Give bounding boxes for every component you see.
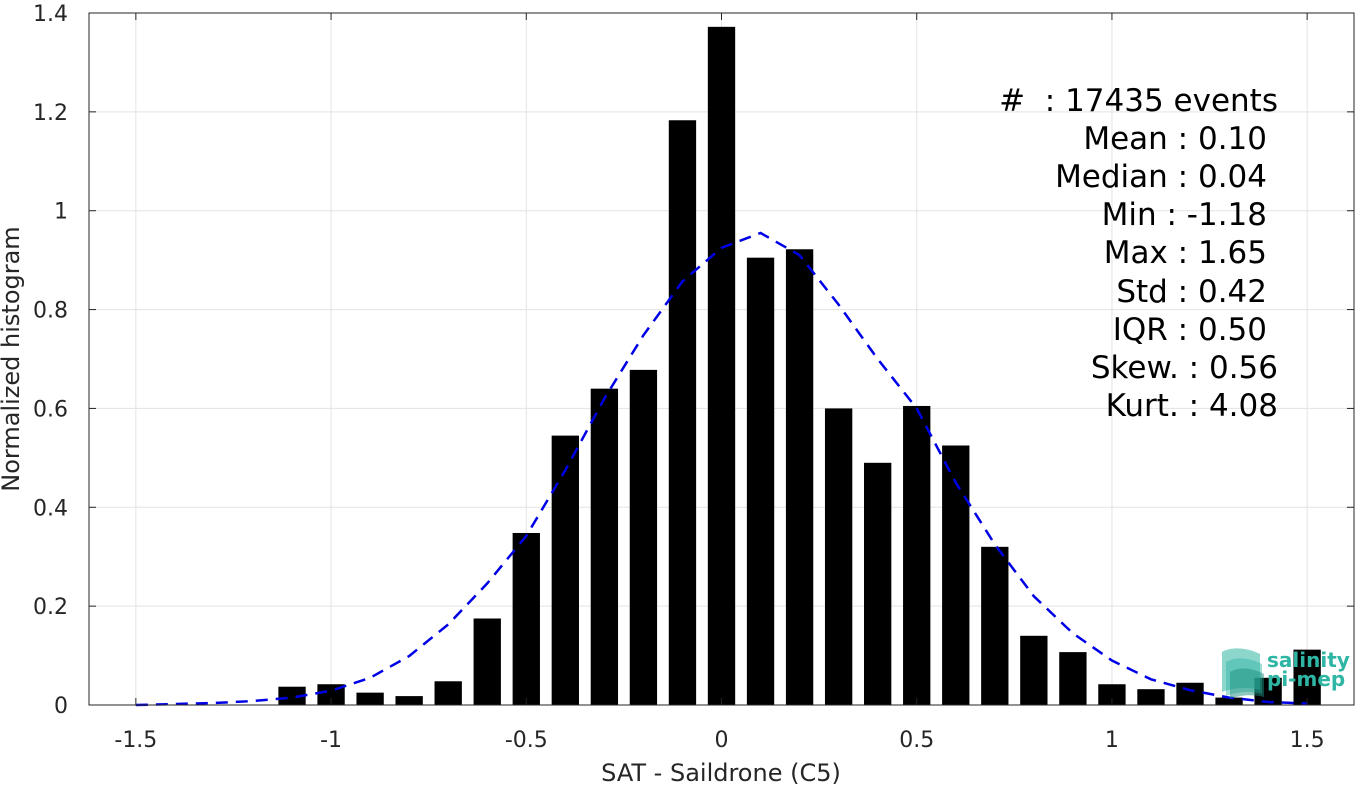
histogram-bar [1176, 682, 1204, 705]
histogram-bar [785, 249, 814, 706]
x-tick-label: 1 [1105, 728, 1119, 753]
x-tick-label: 0 [715, 728, 729, 753]
y-tick-label: 0.8 [33, 299, 68, 324]
histogram-bar [629, 369, 658, 705]
histogram-bar [864, 462, 892, 705]
histogram-bar [668, 120, 697, 705]
gaussian-fit-curve [135, 231, 1308, 707]
histogram-bar [434, 681, 462, 705]
stat-mean: Mean : 0.10 [1083, 121, 1267, 157]
histogram-bar [981, 546, 1009, 705]
histogram-bar [1098, 684, 1126, 705]
wave-icon [1222, 648, 1264, 699]
stat-iqr: IQR : 0.50 [1113, 312, 1267, 348]
x-tick-label: -1 [320, 728, 342, 753]
histogram-bar [590, 388, 619, 705]
y-tick-label: 0 [54, 694, 68, 719]
histogram-bar [395, 696, 423, 705]
y-tick-label: 0.2 [33, 595, 68, 620]
stat-skew: Skew. : 0.56 [1091, 350, 1278, 386]
x-tick-label: -0.5 [505, 728, 548, 753]
stat-min: Min : -1.18 [1102, 197, 1267, 233]
x-axis-title: SAT - Saildrone (C5) [601, 759, 841, 785]
x-tick-labels: -1.5 -1 -0.5 0 0.5 1 1.5 [114, 728, 1324, 753]
stat-events: # : 17435 events [999, 83, 1278, 119]
histogram-bar [473, 618, 501, 705]
statistics-box: # : 17435 events Mean : 0.10 Median : 0.… [999, 83, 1278, 424]
logo-text-line1: salinity [1267, 648, 1350, 672]
histogram-bar [512, 532, 540, 705]
histogram-bar [746, 257, 775, 705]
y-tick-labels: 0 0.2 0.4 0.6 0.8 1 1.2 1.4 [33, 2, 68, 719]
salinity-pi-mep-logo: salinity pi-mep [1222, 648, 1350, 699]
histogram-bar [1293, 649, 1321, 705]
stat-median: Median : 0.04 [1055, 159, 1267, 195]
histogram-bar [1137, 689, 1165, 705]
x-tick-label: 1.5 [1290, 728, 1325, 753]
histogram-bars [278, 26, 1321, 706]
histogram-bar [1215, 697, 1243, 705]
y-tick-label: 1.2 [33, 101, 68, 126]
logo-text-line2: pi-mep [1267, 667, 1345, 691]
histogram-bar [903, 405, 931, 705]
stat-std: Std : 0.42 [1116, 274, 1267, 310]
y-tick-label: 1 [54, 200, 68, 225]
y-tick-label: 0.4 [33, 496, 68, 521]
axis-ticks [89, 12, 1354, 706]
y-tick-label: 0.6 [33, 397, 68, 422]
x-tick-label: -1.5 [114, 728, 157, 753]
stat-kurt: Kurt. : 4.08 [1106, 388, 1278, 424]
x-tick-label: 0.5 [899, 728, 934, 753]
histogram-bar [551, 435, 579, 705]
y-axis-title: Normalized histogram [0, 226, 25, 491]
histogram-bar [1020, 635, 1048, 705]
histogram-bar [824, 408, 853, 705]
histogram-bar [707, 26, 736, 705]
histogram-bar [942, 445, 970, 705]
histogram-bar [356, 692, 384, 705]
y-tick-label: 1.4 [33, 2, 68, 27]
histogram-bar [1059, 652, 1087, 705]
stat-max: Max : 1.65 [1104, 235, 1267, 271]
histogram-bar [278, 686, 306, 705]
